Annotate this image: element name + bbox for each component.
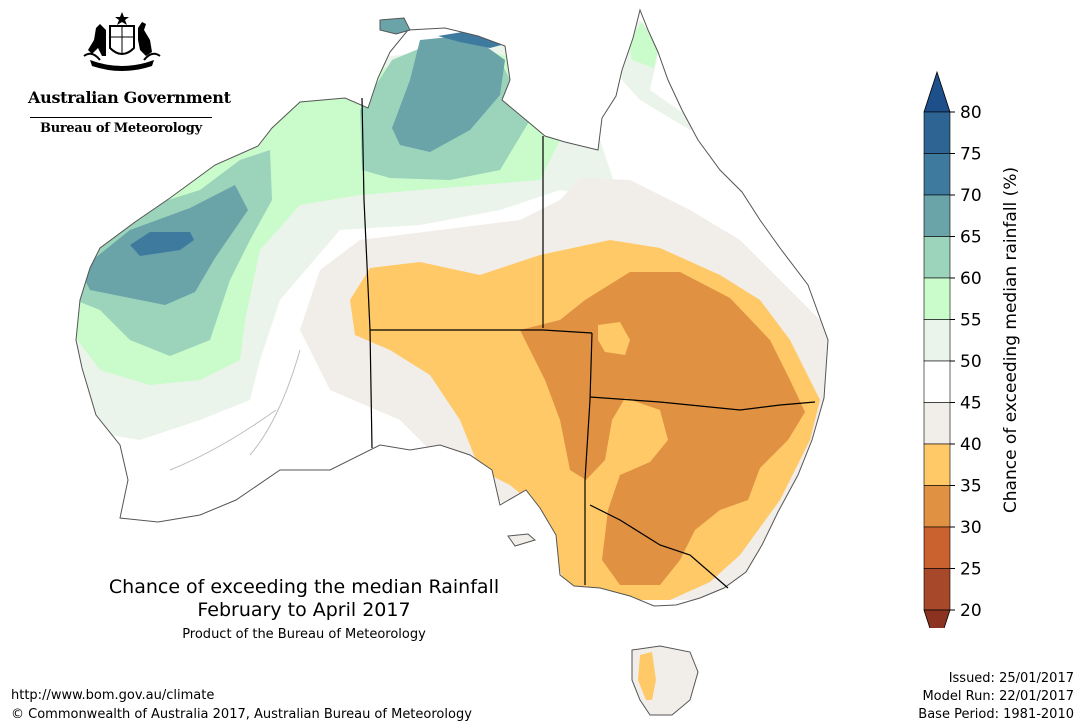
model-run-date: Model Run: 22/01/2017 <box>922 689 1074 704</box>
colorbar-bin-70-75 <box>923 153 951 196</box>
colorbar-tick-label: 80 <box>960 103 982 123</box>
colorbar-over-triangle <box>923 70 951 113</box>
tiwi-islands <box>379 17 411 35</box>
border-sa-east <box>584 332 593 585</box>
copyright-text: © Commonwealth of Australia 2017, Austra… <box>11 707 472 722</box>
border-nsw-vic <box>589 504 729 589</box>
colorbar-bin-45-50 <box>923 360 951 403</box>
border-qld-nsw <box>589 396 816 411</box>
product-label: Product of the Bureau of Meteorology <box>182 627 426 642</box>
issued-date: Issued: 25/01/2017 <box>948 671 1074 686</box>
colorbar-bin-65-70 <box>923 194 951 237</box>
colorbar-bin-25-30 <box>923 526 951 569</box>
border-wa <box>361 97 373 449</box>
colorbar-bin-75-80 <box>923 111 951 154</box>
zone-65-70-north <box>392 35 505 152</box>
map-title: Chance of exceeding the median Rainfall <box>108 576 500 598</box>
colorbar-tick-label: 30 <box>960 518 982 538</box>
gov-name: Australian Government <box>28 88 231 107</box>
agency-name: Bureau of Meteorology <box>40 121 202 136</box>
colorbar-bins <box>923 70 951 628</box>
colorbar-tick-label: 35 <box>960 477 982 497</box>
colorbar-title-text: Chance of exceeding median rainfall (%) <box>1001 166 1021 514</box>
colorbar-bin-20-25 <box>923 568 951 611</box>
bom-logo: Australian Government Bureau of Meteorol… <box>28 10 231 140</box>
colorbar-tick-label: 20 <box>960 601 982 621</box>
colorbar-bin-55-60 <box>923 277 951 320</box>
coat-of-arms-icon <box>83 12 161 71</box>
colorbar-tick-label: 60 <box>960 269 982 289</box>
colorbar-tick-label: 65 <box>960 228 982 248</box>
colorbar-tick-label: 50 <box>960 352 982 372</box>
zone-35-40-inlay <box>598 322 630 355</box>
colorbar-bin-40-45 <box>923 402 951 445</box>
colorbar-bin-35-40 <box>923 443 951 486</box>
colorbar-tick-label: 70 <box>960 186 982 206</box>
kangaroo-island <box>507 533 537 547</box>
colorbar-ticks: 80 75 70 65 60 55 50 45 40 35 30 25 20 <box>950 103 982 621</box>
tasmania <box>631 645 699 716</box>
colorbar-tick-label: 25 <box>960 560 982 580</box>
zone-70-75-west <box>130 232 194 256</box>
colorbar-tick-label: 75 <box>960 145 982 165</box>
contour-line <box>249 349 301 456</box>
contour-line <box>169 409 277 471</box>
climate-url-link[interactable]: http://www.bom.gov.au/climate <box>11 688 215 703</box>
colorbar-title: Chance of exceeding median rainfall (%) <box>1001 120 1021 560</box>
logo-divider <box>30 117 212 118</box>
zone-70-75-north <box>438 30 505 48</box>
colorbar-tick-label: 55 <box>960 311 982 331</box>
zone-55-60-east <box>628 22 658 68</box>
colorbar-bin-60-65 <box>923 236 951 279</box>
state-borders <box>361 97 816 589</box>
colorbar-under-triangle <box>923 609 951 628</box>
tasmania-zone-35-40 <box>638 652 656 700</box>
border-nt-sa <box>370 329 593 334</box>
colorbar-tick-label: 45 <box>960 394 982 414</box>
map-period: February to April 2017 <box>197 599 411 621</box>
colorbar-bin-50-55 <box>923 319 951 362</box>
colorbar-bin-30-35 <box>923 485 951 528</box>
colorbar-legend: 80 75 70 65 60 55 50 45 40 35 30 25 20 <box>923 70 982 628</box>
colorbar-tick-label: 40 <box>960 435 982 455</box>
base-period: Base Period: 1981-2010 <box>918 707 1074 722</box>
